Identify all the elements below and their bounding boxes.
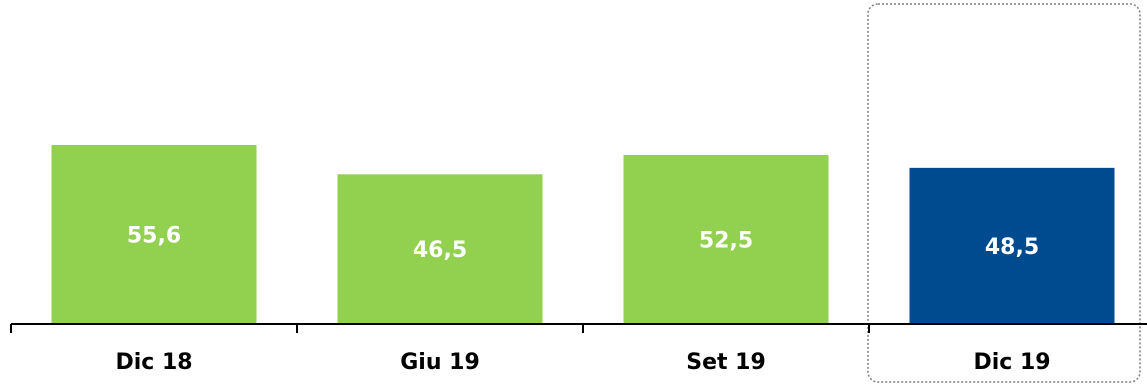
category-label-dic-19: Dic 19: [973, 350, 1050, 375]
category-label-set-19: Set 19: [686, 350, 766, 375]
value-label-giu-19: 46,5: [413, 238, 467, 263]
bar-set-19: [623, 154, 829, 324]
category-label-giu-19: Giu 19: [400, 350, 480, 375]
bar-giu-19: [337, 174, 543, 324]
category-label-dic-18: Dic 18: [115, 350, 192, 375]
highlight-box: [867, 3, 1141, 383]
value-label-dic-18: 55,6: [127, 224, 181, 249]
bar-dic-19: [909, 167, 1115, 324]
bar-dic-18: [51, 145, 257, 324]
bars-group: 55,6 46,5 52,5 48,5: [51, 145, 1115, 324]
x-axis: Dic 18 Giu 19 Set 19 Dic 19: [10, 323, 1147, 375]
value-label-dic-19: 48,5: [985, 235, 1039, 260]
value-label-set-19: 52,5: [699, 228, 753, 253]
